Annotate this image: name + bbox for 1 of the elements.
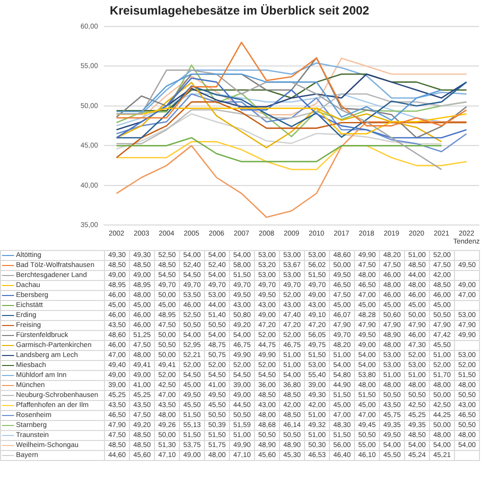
chart-title: Kreisumlagehebesätze im Überblick seit 2002 (110, 4, 370, 18)
